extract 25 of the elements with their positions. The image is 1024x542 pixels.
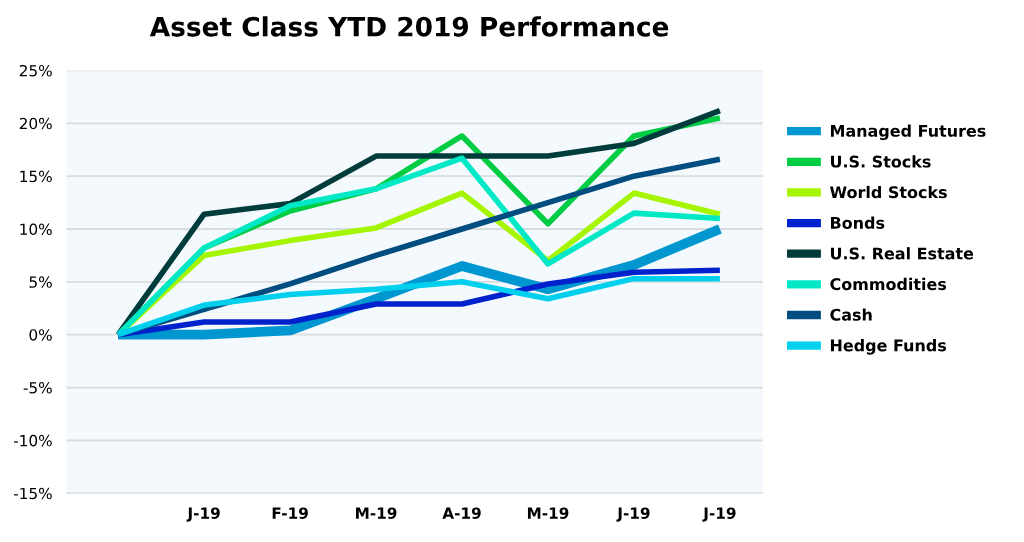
y-tick-label: 20% [19, 117, 52, 130]
x-tick-label: J-19 [702, 507, 736, 522]
y-tick-label: 15% [20, 170, 52, 183]
legend-label: Commodities [830, 277, 947, 291]
y-tick-label: 0% [29, 329, 52, 341]
y-tick-label: -10% [13, 434, 52, 447]
legend-label: World Stocks [829, 185, 947, 199]
legend-label: U.S. Stocks [830, 155, 931, 168]
chart-title: Asset Class YTD 2019 Performance [149, 16, 669, 37]
legend-label: Bonds [830, 216, 885, 229]
y-tick-label: 25% [19, 64, 52, 77]
legend-label: Cash [830, 308, 872, 321]
x-tick-label: J-19 [616, 507, 650, 522]
y-tick-label: -5% [23, 382, 52, 394]
x-tick-label: M-19 [527, 507, 569, 519]
x-tick-label: M-19 [356, 507, 397, 519]
x-tick-label: J-19 [186, 507, 220, 522]
x-tick-label: F-19 [272, 507, 308, 519]
y-tick-label: -15% [13, 487, 52, 500]
legend-label: U.S. Real Estate [830, 247, 974, 260]
y-tick-label: 5% [29, 276, 52, 288]
y-tick-label: 10% [20, 223, 52, 236]
legend-label: Managed Futures [830, 124, 986, 141]
legend-label: Hedge Funds [830, 339, 947, 355]
x-tick-label: A-19 [442, 507, 481, 519]
